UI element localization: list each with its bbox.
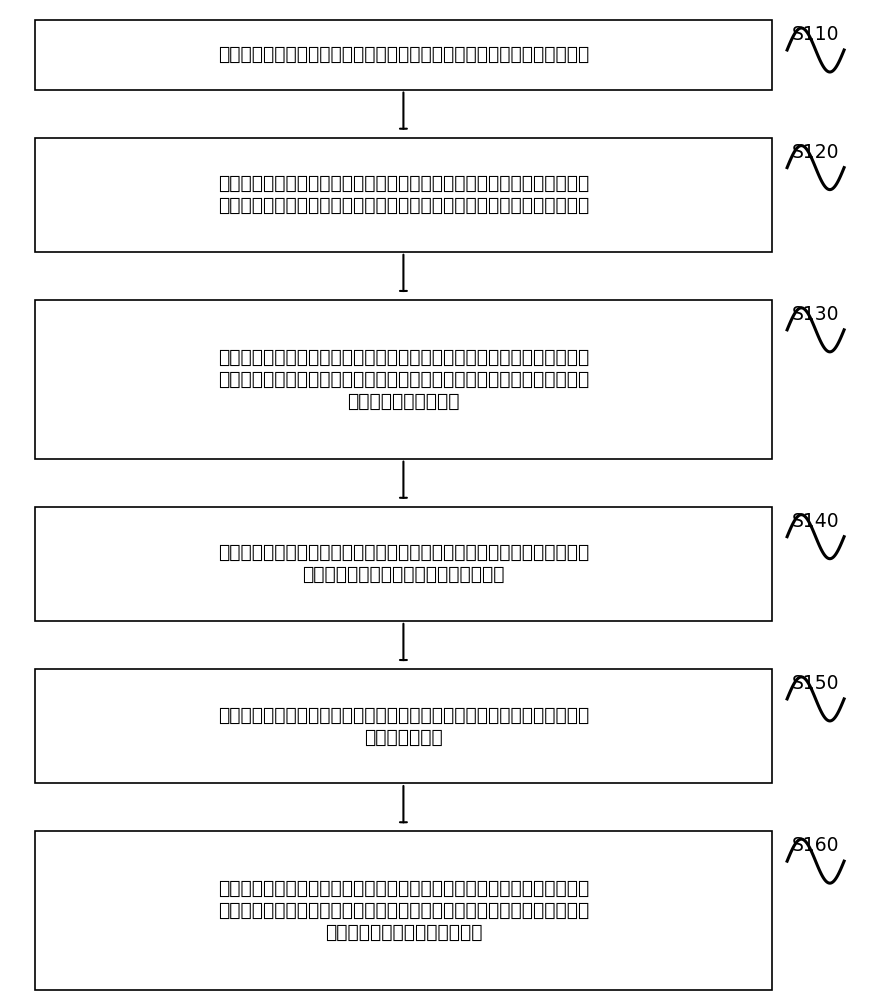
FancyBboxPatch shape — [35, 507, 772, 621]
FancyBboxPatch shape — [35, 300, 772, 459]
Text: S160: S160 — [792, 836, 839, 855]
Text: S110: S110 — [792, 25, 839, 44]
Text: S130: S130 — [792, 305, 839, 324]
Text: 根据所述当前转子磁钢实际温度值确定电机当前磁链信息，进一步得到相应
的电机转矩信息: 根据所述当前转子磁钢实际温度值确定电机当前磁链信息，进一步得到相应 的电机转矩信… — [217, 706, 589, 747]
FancyBboxPatch shape — [35, 831, 772, 990]
Text: S140: S140 — [792, 512, 839, 531]
Text: 根据获取到的电机运行参数，利用预设的转子损耗模型得到当前转子发热量: 根据获取到的电机运行参数，利用预设的转子损耗模型得到当前转子发热量 — [217, 45, 589, 64]
FancyBboxPatch shape — [35, 20, 772, 90]
Text: 根据所述当前转子发热量和所述当前转子散热量得到转子当前实际损耗量，
基于此，利用预设的转子磁钢温升模型得到转子当前温度变化量，进一步得
到转子温度累积变化量: 根据所述当前转子发热量和所述当前转子散热量得到转子当前实际损耗量， 基于此，利用… — [217, 348, 589, 411]
Text: S120: S120 — [792, 143, 839, 162]
Text: 检测所述当前转子磁钢实际温度值，将所述当前转子磁钢实际温度值分别与
预设的过温降功率预警阈值和过温停机阈值进行对比，根据对比结果输出表
征当前温度监测结果的指示: 检测所述当前转子磁钢实际温度值，将所述当前转子磁钢实际温度值分别与 预设的过温降… — [217, 879, 589, 942]
FancyBboxPatch shape — [35, 138, 772, 252]
Text: 获取电机的定子铁芯温度信息，根据所述转子温度累积变化量和所述定子铁
芯温度信息得到当前转子磁钢实际温度值: 获取电机的定子铁芯温度信息，根据所述转子温度累积变化量和所述定子铁 芯温度信息得… — [217, 543, 589, 584]
Text: 获取定子绕组温度信息、电机转速信息和上一转子磁钢温度计算周期内的转
子磁钢实际温度值，基于此，利用预设的转子散热模型得到当前转子散热量: 获取定子绕组温度信息、电机转速信息和上一转子磁钢温度计算周期内的转 子磁钢实际温… — [217, 174, 589, 215]
FancyBboxPatch shape — [35, 669, 772, 783]
Text: S150: S150 — [792, 674, 839, 693]
